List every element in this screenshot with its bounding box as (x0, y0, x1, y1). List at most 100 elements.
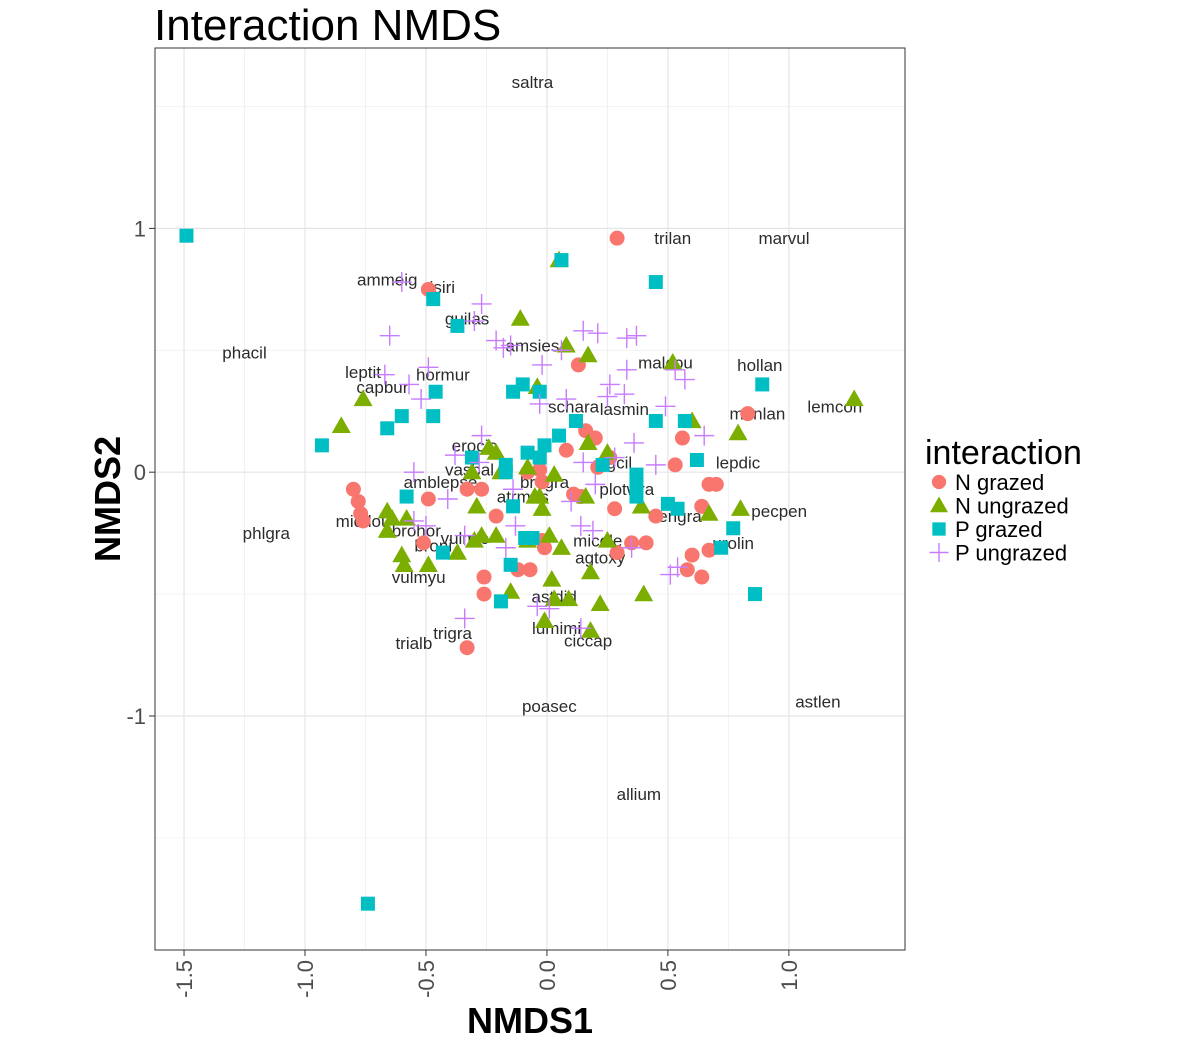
point-p-grazed (689, 452, 704, 467)
species-label: schara (548, 397, 600, 416)
species-label: lepdic (716, 453, 761, 472)
point-n-ungrazed (663, 352, 683, 370)
point-n-grazed (420, 491, 436, 507)
point-n-grazed (679, 562, 695, 578)
point-p-ungrazed (599, 374, 620, 395)
point-n-ungrazed (728, 423, 748, 441)
point-n-grazed (638, 535, 654, 551)
species-label: monlan (730, 405, 786, 424)
legend-label: N grazed (955, 470, 1044, 495)
point-p-ungrazed (505, 515, 526, 536)
point-p-ungrazed (403, 462, 424, 483)
point-p-grazed (493, 594, 508, 609)
point-p-ungrazed (503, 479, 524, 500)
point-p-grazed (532, 384, 547, 399)
species-label: poasec (522, 697, 577, 716)
point-n-grazed (537, 540, 553, 556)
species-label: trigra (433, 624, 472, 643)
point-n-ungrazed (634, 584, 654, 602)
y-tick-label: 1 (134, 216, 146, 241)
point-p-ungrazed (464, 311, 485, 332)
point-p-grazed (677, 413, 692, 428)
point-p-ungrazed (471, 293, 492, 314)
point-n-grazed (459, 640, 475, 656)
x-tick-label: 0.0 (535, 960, 560, 991)
point-p-ungrazed (379, 325, 400, 346)
point-p-grazed (648, 413, 663, 428)
point-p-ungrazed (471, 425, 492, 446)
point-p-grazed (464, 450, 479, 465)
point-n-grazed (474, 481, 490, 497)
point-p-ungrazed (391, 272, 412, 293)
species-label: plotwra (599, 480, 654, 499)
plot-border (154, 47, 906, 951)
y-tick-label: -1 (126, 704, 146, 729)
point-p-ungrazed (614, 384, 635, 405)
species-label: phacil (222, 344, 266, 363)
point-n-ungrazed (510, 309, 530, 326)
series-p-ungrazed (374, 272, 715, 639)
point-n-ungrazed (597, 443, 617, 460)
point-p-ungrazed (418, 357, 439, 378)
legend-title: interaction (925, 434, 1082, 472)
point-n-ungrazed (559, 589, 579, 607)
point-n-grazed (416, 535, 432, 551)
point-n-ungrazed (353, 389, 373, 407)
point-n-grazed (740, 406, 756, 422)
species-label: erigra (658, 507, 702, 526)
species-label: marvul (759, 229, 810, 248)
legend-key-n-ungrazed (929, 496, 949, 513)
point-p-ungrazed (495, 537, 516, 558)
point-n-ungrazed (462, 462, 482, 480)
x-tick-label: 0.5 (656, 960, 681, 991)
point-p-grazed (394, 409, 409, 424)
x-tick-label: -1.0 (293, 960, 318, 998)
point-n-ungrazed (486, 526, 506, 543)
species-label: trilan (654, 229, 691, 248)
point-p-ungrazed (587, 323, 608, 344)
legend-label: P grazed (955, 517, 1043, 542)
point-p-ungrazed (415, 515, 436, 536)
point-n-ungrazed (576, 487, 596, 504)
point-p-ungrazed (621, 537, 642, 558)
point-n-ungrazed (394, 555, 414, 572)
point-n-ungrazed (631, 496, 651, 514)
point-p-ungrazed (529, 393, 550, 414)
point-n-ungrazed (542, 569, 562, 587)
point-p-grazed (399, 489, 414, 504)
legend-key-p-grazed (932, 522, 946, 536)
point-n-grazed (558, 442, 574, 458)
series-n-ungrazed (331, 250, 864, 638)
point-n-ungrazed (377, 521, 397, 538)
point-n-ungrazed (467, 496, 487, 514)
point-n-ungrazed (544, 465, 564, 482)
species-label: trialb (395, 634, 432, 653)
point-p-ungrazed (411, 389, 432, 410)
species-label: ammeig (357, 271, 417, 290)
x-axis-title: NMDS1 (467, 1000, 593, 1040)
point-p-grazed (552, 428, 567, 443)
point-n-grazed (534, 474, 550, 490)
point-p-ungrazed (532, 354, 553, 375)
point-p-grazed (426, 292, 441, 307)
point-n-grazed (708, 476, 724, 492)
point-p-ungrazed (585, 474, 606, 495)
point-p-grazed (179, 228, 194, 243)
point-n-grazed (607, 501, 623, 517)
point-n-grazed (522, 562, 538, 578)
point-p-grazed (554, 253, 569, 268)
point-n-ungrazed (580, 562, 600, 580)
legend-item-n-ungrazed: N ungrazed (929, 494, 1069, 519)
species-label: allium (617, 785, 661, 804)
point-p-ungrazed (645, 454, 666, 475)
species-label: hollan (737, 356, 782, 375)
point-n-ungrazed (418, 555, 438, 572)
series-p-grazed (179, 228, 770, 911)
point-p-grazed (537, 438, 552, 453)
point-n-ungrazed (447, 543, 467, 560)
point-p-ungrazed (694, 425, 715, 446)
species-label: vulmyu (392, 568, 446, 587)
species-label: capbur (356, 378, 408, 397)
x-tick-label: -1.5 (172, 960, 197, 998)
